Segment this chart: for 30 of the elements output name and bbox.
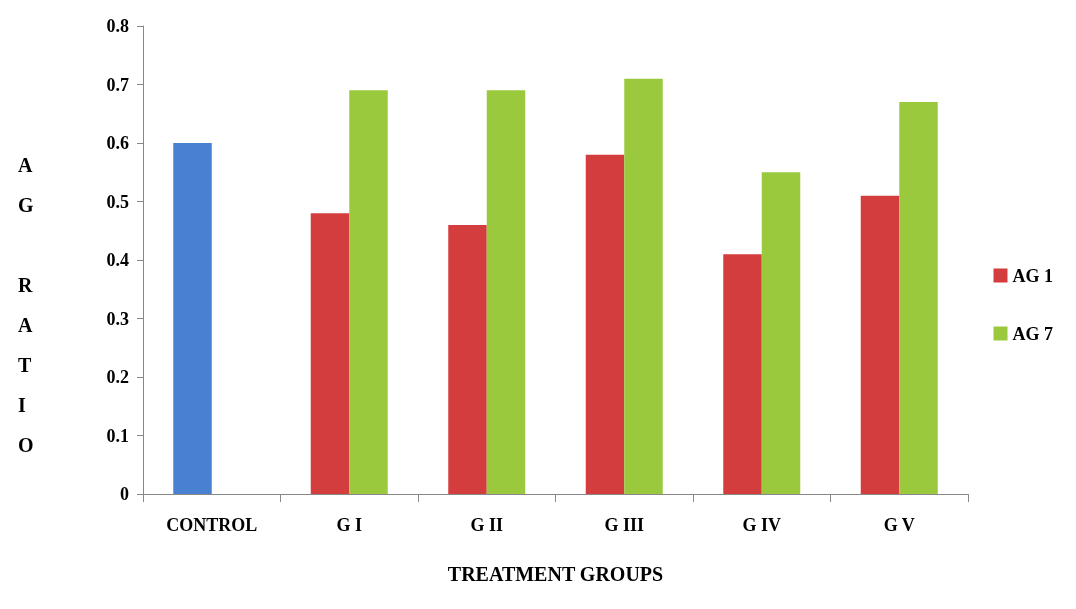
bar [349, 90, 388, 494]
y-tick-label: 0.6 [106, 133, 129, 153]
legend-label: AG 1 [1012, 265, 1053, 286]
y-tick-label: 0.2 [106, 367, 129, 387]
y-tick-label: 0.1 [106, 425, 129, 446]
bar [486, 90, 526, 494]
legend-label: AG 7 [1012, 323, 1053, 344]
y-tick-label: 0.3 [106, 308, 129, 329]
y-tick-label: 0 [120, 484, 129, 504]
bar [761, 172, 801, 494]
y-tick-label: 0.4 [106, 250, 129, 270]
x-tick-label: G I [336, 515, 363, 535]
x-tick-label: G II [470, 515, 504, 535]
bar [310, 213, 350, 494]
x-tick-label: G IV [742, 515, 782, 535]
x-axis-title: TREATMENT GROUPS [447, 563, 664, 585]
bar [585, 154, 625, 494]
x-tick-label: G III [604, 515, 645, 535]
y-tick-label: 0.7 [106, 74, 129, 95]
bar [448, 224, 487, 494]
bar [899, 102, 938, 494]
bar [723, 254, 762, 494]
bar [173, 143, 212, 494]
text: A G R A T I O [18, 153, 34, 456]
x-tick-label: CONTROL [166, 515, 258, 535]
y-tick-label: 0.8 [106, 16, 129, 36]
bar [624, 78, 663, 494]
x-tick-label: G V [883, 515, 915, 535]
y-tick-label: 0.5 [106, 191, 129, 212]
bar [860, 195, 900, 494]
